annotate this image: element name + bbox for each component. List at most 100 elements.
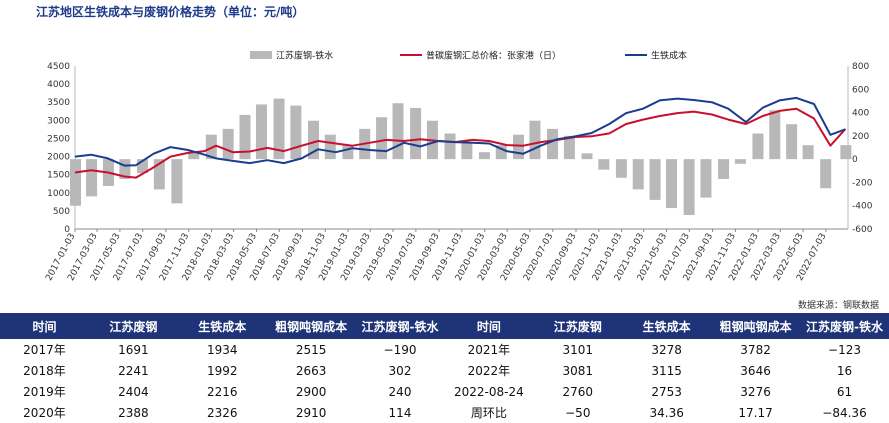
table-cell: 2388 — [118, 405, 149, 420]
left-tick-label: 4500 — [47, 62, 70, 72]
bar — [119, 159, 131, 179]
bar — [666, 159, 678, 209]
table-cell: 3115 — [651, 363, 682, 378]
table-header-cell: 时间 — [0, 313, 89, 339]
bar — [632, 159, 644, 190]
table-cell: 2022年 — [467, 364, 511, 378]
bar — [495, 145, 507, 160]
bar — [752, 133, 764, 160]
right-tick-label: -200 — [852, 178, 873, 188]
bar — [512, 134, 524, 160]
bar — [615, 159, 627, 178]
left-tick-label: 1000 — [47, 189, 70, 199]
table-cell: 2241 — [118, 363, 149, 378]
table-cell: 2910 — [295, 405, 327, 420]
bar — [840, 145, 852, 160]
bar — [478, 152, 490, 160]
data-source: 数据来源：钢联数据 — [797, 301, 879, 311]
bar — [307, 120, 319, 160]
right-tick-label: 200 — [852, 132, 869, 142]
bar — [734, 159, 746, 164]
table-cell: 240 — [388, 384, 412, 399]
table-cell: 302 — [388, 363, 412, 378]
table-row: 2020年 2388 2326 2910 114 周环比 −50 34.36 17.17 −84.… — [0, 402, 889, 423]
right-tick-label: 800 — [852, 62, 869, 72]
bar — [324, 134, 336, 160]
bar — [136, 159, 148, 174]
table-cell: 1691 — [118, 342, 149, 357]
table-cell: 2753 — [651, 384, 682, 399]
bar — [461, 141, 473, 160]
table-cell: 2760 — [562, 384, 594, 399]
right-tick-label: -400 — [852, 202, 873, 212]
table-cell: 114 — [388, 405, 412, 420]
bar — [410, 107, 422, 160]
table-cell: 17.17 — [738, 405, 773, 420]
table-cell: 2022-08-24 — [454, 384, 524, 399]
bar — [786, 124, 798, 160]
bar-series — [70, 98, 852, 216]
right-tick-label: 0 — [852, 155, 858, 165]
table-body: 2017年 1691 1934 2515 −190 2021年 3101 3278 3782 −1… — [0, 339, 889, 423]
left-tick-label: 1500 — [47, 171, 70, 181]
table-cell: 61 — [836, 384, 853, 399]
bar — [700, 159, 712, 198]
left-tick-label: 500 — [53, 207, 70, 217]
table-cell: 2216 — [206, 384, 238, 399]
table-cell: 2017年 — [23, 343, 66, 357]
table-row: 2019年 2404 2216 2900 240 2022-08-24 2760 2753 32… — [0, 381, 889, 402]
table-header-cell: 江苏废钢 — [533, 313, 623, 339]
bar — [222, 128, 234, 160]
right-tick-label: -600 — [852, 225, 873, 235]
table-header-cell: 粗钢吨钢成本 — [711, 313, 801, 339]
bar — [70, 159, 81, 206]
table-header-cell: 江苏废钢-铁水 — [800, 313, 889, 339]
right-tick-label: 400 — [852, 109, 869, 119]
table-header-cell: 生铁成本 — [177, 313, 267, 339]
bar — [188, 153, 200, 160]
chart-legend: 江苏废钢-铁水 普碳废钢汇总价格：张家港（日） 生铁成本 — [250, 50, 687, 62]
bar — [444, 133, 456, 160]
bar — [290, 105, 302, 160]
line-series — [74, 96, 847, 179]
table-cell: −190 — [383, 342, 417, 357]
bar — [547, 128, 559, 160]
left-tick-label: 3500 — [47, 98, 70, 108]
table-row: 2017年 1691 1934 2515 −190 2021年 3101 3278 3782 −1… — [0, 339, 889, 360]
summary-table: 时间 江苏废钢 生铁成本 粗钢吨钢成本 江苏废钢-铁水 时间 江苏废钢 生铁成本 粗钢吨钢成本江… — [0, 313, 889, 423]
table-cell: −123 — [828, 342, 861, 357]
bar — [392, 103, 404, 160]
table-cell: 1934 — [206, 342, 238, 357]
legend-label: 普碳废钢汇总价格：张家港（日） — [426, 50, 561, 62]
table-cell: 3646 — [740, 363, 771, 378]
pig-iron-cost-line — [74, 96, 846, 167]
right-axis: -600 -400 -200 0 200 400 600 800 — [852, 62, 873, 235]
legend-swatch-bar — [250, 51, 272, 59]
bar — [273, 98, 285, 160]
table-header-cell: 江苏废钢-铁水 — [355, 313, 445, 339]
table-header-cell: 时间 — [444, 313, 534, 339]
table-cell: 3276 — [740, 384, 771, 399]
bar — [718, 159, 730, 179]
bar — [649, 159, 661, 200]
bar — [342, 145, 354, 160]
table-cell: 2019年 — [23, 385, 66, 399]
left-tick-label: 4000 — [47, 80, 70, 90]
bar — [598, 159, 610, 170]
bar — [376, 117, 388, 160]
table-header-cell: 粗钢吨钢成本 — [266, 313, 356, 339]
chart-title: 江苏地区生铁成本与废钢价格走势（单位：元/吨） — [36, 5, 305, 19]
left-tick-label: 2000 — [47, 153, 70, 163]
table-header-cell: 江苏废钢 — [88, 313, 178, 339]
table-cell: 1992 — [206, 363, 238, 378]
bar — [255, 104, 267, 160]
table-cell: 34.36 — [649, 405, 684, 420]
table-cell: 2404 — [118, 384, 149, 399]
table-cell: 2663 — [295, 363, 327, 378]
legend-label: 生铁成本 — [651, 50, 687, 62]
bar — [239, 114, 251, 160]
legend-label: 江苏废钢-铁水 — [276, 50, 333, 62]
table-cell: −50 — [565, 405, 591, 420]
right-tick-label: 600 — [852, 85, 869, 95]
table-cell: 2326 — [206, 405, 238, 420]
